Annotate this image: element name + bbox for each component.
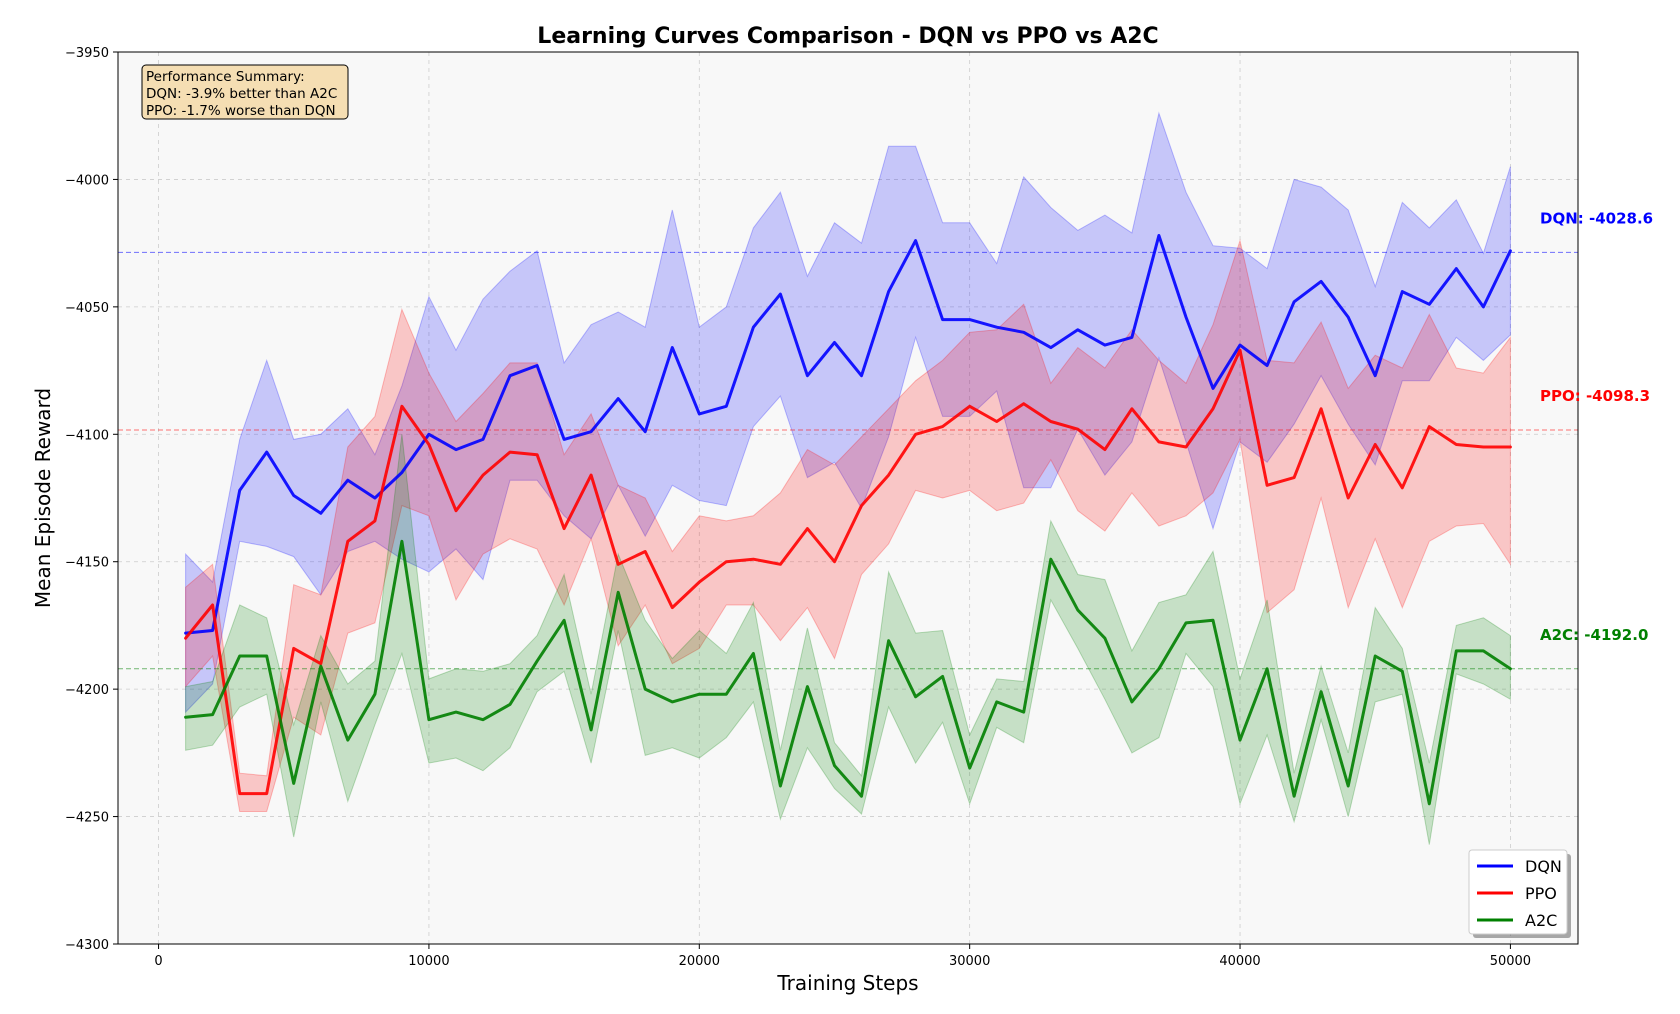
y-tick-label: −4200 xyxy=(65,683,109,698)
axis-ticks: 0 10000 20000 30000 40000 50000 −4300 −4250 −420… xyxy=(65,46,1531,969)
summary-box-background xyxy=(141,64,349,120)
final-value-labels: DQN: -4028.6 PPO: -4098.3 A2C: -4192.0 xyxy=(1540,209,1653,643)
chart-title: Learning Curves Comparison - DQN vs PPO … xyxy=(537,24,1158,49)
y-tick-label: −4150 xyxy=(65,556,109,571)
x-tick-label: 50000 xyxy=(1490,954,1531,969)
x-tick-label: 40000 xyxy=(1219,954,1260,969)
line-ppo xyxy=(184,348,1512,796)
y-tick-label: −4250 xyxy=(65,811,109,826)
summary-line-2: DQN: -3.9% better than A2C xyxy=(146,86,337,102)
summary-line-3: PPO: -1.7% worse than DQN xyxy=(146,103,336,119)
final-label-dqn: DQN: -4028.6 xyxy=(1540,209,1653,227)
x-tick-label: 10000 xyxy=(408,954,449,969)
legend: DQN PPO A2C xyxy=(1468,849,1571,938)
line-dqn xyxy=(184,234,1512,635)
plot-frame xyxy=(117,51,1579,945)
legend-label-dqn: DQN xyxy=(1525,857,1562,876)
y-tick-label: −4100 xyxy=(65,428,109,443)
series-lines xyxy=(184,234,1512,806)
y-tick-label: −4050 xyxy=(65,301,109,316)
y-tick-label: −4300 xyxy=(65,938,109,953)
legend-label-ppo: PPO xyxy=(1525,884,1557,903)
confidence-bands xyxy=(185,111,1511,845)
plot-background xyxy=(118,52,1578,944)
x-tick-label: 20000 xyxy=(679,954,720,969)
legend-entries: DQN PPO A2C xyxy=(1477,857,1562,930)
y-tick-label: −3950 xyxy=(65,46,109,61)
final-label-ppo: PPO: -4098.3 xyxy=(1540,387,1650,405)
legend-label-a2c: A2C xyxy=(1525,911,1557,930)
x-axis-label: Training Steps xyxy=(776,971,918,995)
final-value-reference-lines xyxy=(118,251,1578,670)
band-a2c xyxy=(185,434,1511,845)
performance-summary-box: Performance Summary: DQN: -3.9% better t… xyxy=(141,64,349,120)
line-a2c xyxy=(184,539,1512,806)
summary-line-1: Performance Summary: xyxy=(146,69,305,85)
legend-box xyxy=(1468,849,1568,935)
x-tick-label: 0 xyxy=(154,954,162,969)
final-label-a2c: A2C: -4192.0 xyxy=(1540,626,1648,644)
y-tick-label: −4000 xyxy=(65,173,109,188)
y-axis-label: Mean Episode Reward xyxy=(31,388,55,608)
band-dqn xyxy=(185,111,1511,714)
x-tick-label: 30000 xyxy=(949,954,990,969)
band-ppo xyxy=(185,238,1511,812)
